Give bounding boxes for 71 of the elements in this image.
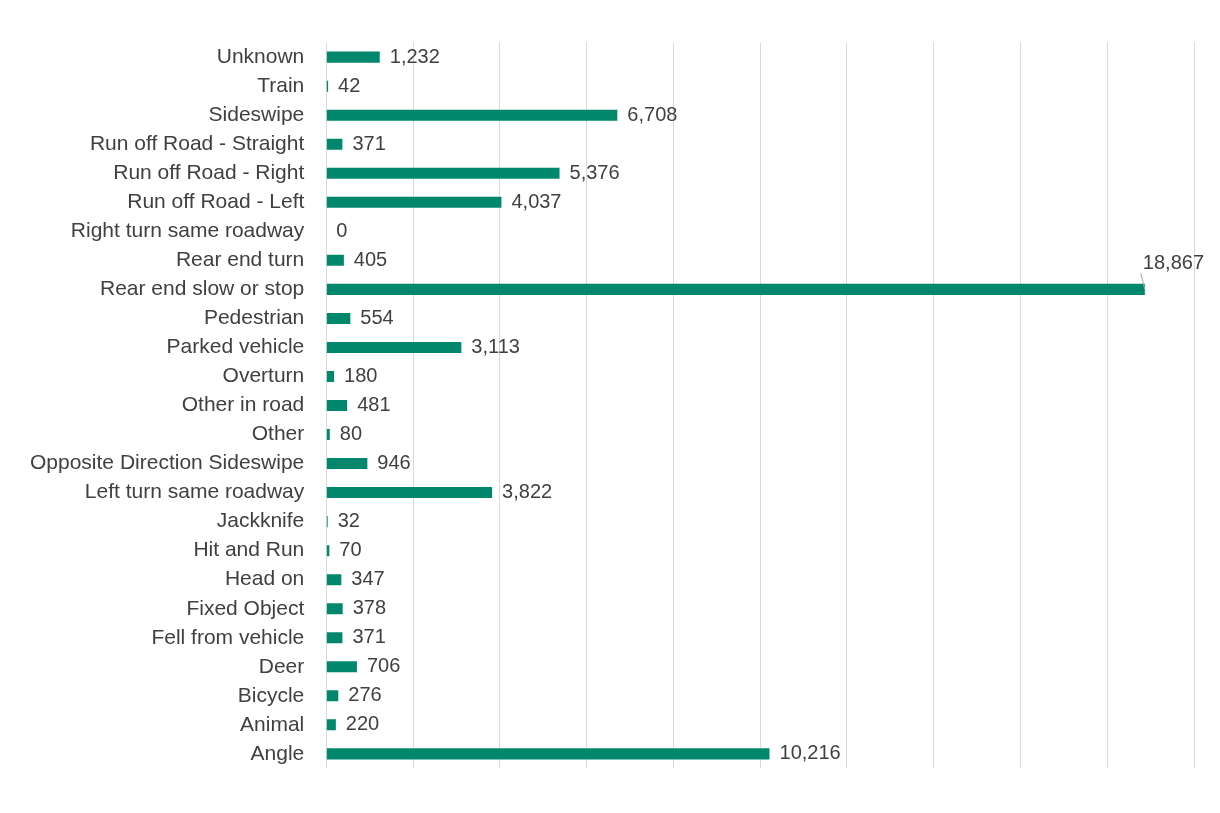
y-tick-label: Unknown xyxy=(216,43,305,67)
y-tick-label: Deer xyxy=(258,653,305,677)
data-label: 0 xyxy=(336,218,348,241)
data-label: 405 xyxy=(353,247,388,270)
bar xyxy=(326,370,335,382)
data-label: 378 xyxy=(352,596,387,619)
data-label: 946 xyxy=(377,451,411,474)
bar xyxy=(326,51,380,63)
data-label: 32 xyxy=(337,509,360,532)
y-tick-label: Animal xyxy=(240,711,305,735)
data-label: 10,216 xyxy=(779,741,841,764)
bar xyxy=(326,487,493,499)
bar xyxy=(326,283,1145,295)
y-tick-label: Pedestrian xyxy=(203,305,305,329)
data-label: 3,822 xyxy=(502,480,553,503)
data-label: 3,113 xyxy=(471,334,520,357)
y-tick-label: Hit and Run xyxy=(193,537,305,561)
y-tick-label: Right turn same roadway xyxy=(70,218,305,242)
bar xyxy=(326,196,502,208)
y-tick-label: Bicycle xyxy=(237,682,305,706)
data-label: 5,376 xyxy=(569,160,620,183)
data-label: 371 xyxy=(352,625,386,648)
data-label: 347 xyxy=(351,567,385,590)
bar xyxy=(326,458,368,470)
y-tick-label: Angle xyxy=(250,740,305,764)
y-tick-label: Run off Road - Right xyxy=(113,160,305,184)
data-label: 554 xyxy=(360,305,394,328)
y-tick-label: Left turn same roadway xyxy=(84,479,305,503)
data-label: 1,232 xyxy=(389,44,440,67)
bar xyxy=(326,603,343,615)
y-tick-label: Jackknife xyxy=(216,508,305,532)
data-label: 4,037 xyxy=(511,189,562,212)
bar xyxy=(326,109,618,121)
bar xyxy=(326,748,770,760)
bar xyxy=(326,574,342,586)
y-tick-label: Rear end slow or stop xyxy=(100,276,305,300)
y-tick-label: Other in road xyxy=(181,392,305,416)
data-label: 276 xyxy=(348,683,382,706)
data-label: 42 xyxy=(338,73,361,96)
data-label: 706 xyxy=(366,654,401,677)
bar xyxy=(326,254,344,266)
y-tick-label: Fixed Object xyxy=(186,595,305,619)
data-label: 481 xyxy=(357,393,391,416)
y-tick-label: Other xyxy=(251,421,305,445)
y-tick-label: Train xyxy=(257,72,305,96)
bar xyxy=(326,690,339,702)
bar xyxy=(326,341,462,353)
y-tick-label: Rear end turn xyxy=(175,247,305,271)
data-label: 371 xyxy=(352,131,386,154)
y-tick-label: Run off Road - Left xyxy=(127,189,305,213)
bar xyxy=(326,399,348,412)
data-label: 80 xyxy=(339,422,363,445)
data-label: 180 xyxy=(344,363,378,386)
data-label: 220 xyxy=(345,712,380,735)
y-tick-label: Run off Road - Straight xyxy=(89,131,305,155)
bar xyxy=(326,661,357,673)
y-tick-label: Opposite Direction Sideswipe xyxy=(29,450,305,474)
bar xyxy=(326,312,351,324)
data-label: 6,708 xyxy=(627,102,678,125)
data-label: 18,867 xyxy=(1142,250,1204,273)
y-tick-label: Sideswipe xyxy=(208,101,305,125)
bar xyxy=(326,719,336,731)
y-tick-label: Parked vehicle xyxy=(166,334,305,358)
bar xyxy=(326,632,343,644)
data-label: 70 xyxy=(339,538,362,561)
bar xyxy=(326,429,330,441)
bar xyxy=(326,138,343,150)
y-tick-label: Overturn xyxy=(222,363,305,387)
y-tick-label: Head on xyxy=(224,566,305,590)
y-tick-label: Fell from vehicle xyxy=(151,624,305,648)
bar xyxy=(326,167,560,179)
